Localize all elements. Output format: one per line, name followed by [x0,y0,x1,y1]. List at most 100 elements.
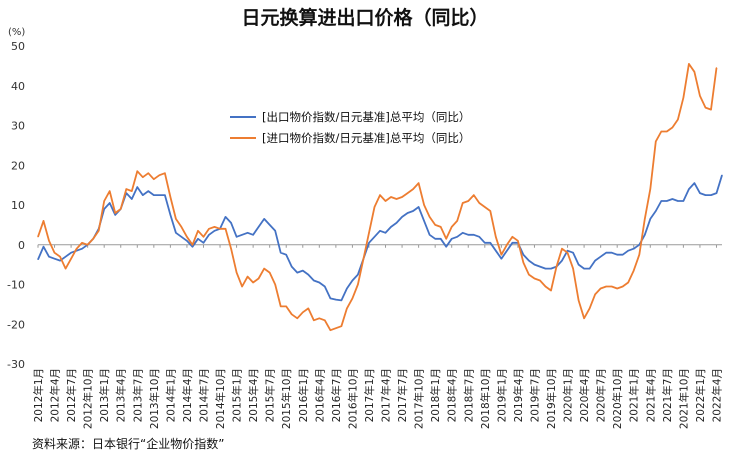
data-point [81,242,83,244]
x-tick-label: 2022年4月 [710,368,723,422]
data-point [395,198,398,200]
data-point [274,230,276,232]
data-point [42,220,45,222]
data-point [362,258,365,260]
data-point [495,236,497,238]
x-tick-label: 2021年4月 [644,368,657,422]
x-tick-label: 2015年4月 [247,368,260,422]
data-point [313,319,315,321]
y-tick-label: 50 [11,40,25,53]
data-point [412,188,414,190]
data-point [213,226,216,228]
data-point [489,210,491,212]
data-point [158,194,160,196]
data-point [633,248,635,250]
data-point [379,230,381,232]
data-point [688,188,690,190]
data-point [53,252,56,254]
data-point [258,226,260,228]
x-tick-label: 2017年1月 [363,368,376,422]
data-point [390,196,392,198]
y-tick-label: 40 [11,80,25,93]
data-point [429,216,431,218]
data-point [671,198,673,200]
data-point [473,234,475,236]
data-point [186,236,188,238]
data-point [489,242,491,244]
data-point [64,268,67,270]
data-point [418,182,420,184]
data-point [434,238,436,240]
data-point [406,212,409,214]
x-tick-label: 2017年4月 [380,368,393,422]
data-point [434,224,436,226]
data-point [296,317,298,319]
data-point [704,107,707,109]
x-tick-label: 2014年7月 [197,368,210,422]
data-point [241,285,243,288]
data-point [131,190,133,192]
data-point [566,250,569,252]
y-tick-label: 10 [11,199,25,212]
data-point [103,208,105,210]
data-point [544,268,547,270]
data-point [252,234,254,236]
data-point [710,194,712,196]
data-point [313,279,315,282]
data-point [87,244,89,246]
data-point [638,254,640,256]
data-point [64,256,67,258]
x-tick-label: 2017年10月 [413,368,426,429]
data-point [666,130,668,133]
x-tick-label: 2020年10月 [611,368,624,429]
data-point [197,230,199,232]
data-point [533,264,536,266]
data-point [263,268,265,270]
data-point [373,206,376,208]
data-point [318,317,320,319]
data-point [462,202,464,204]
data-point [307,307,309,309]
data-point [109,202,111,204]
data-point [48,256,50,258]
data-point [302,269,304,272]
data-point [368,242,370,244]
data-point [285,254,287,256]
series-line-export [37,174,723,302]
data-point [136,170,138,172]
x-tick-label: 2019年10月 [545,368,558,429]
data-point [495,250,497,252]
data-point [280,252,282,254]
data-point [329,329,331,331]
x-tick-label: 2017年7月 [396,368,409,422]
data-point [561,260,563,262]
data-point [699,192,701,194]
data-point [37,258,39,261]
data-point [401,216,403,218]
data-point [81,248,83,250]
chart-title: 日元换算进出口价格（同比） [241,6,488,29]
x-tick-label: 2019年4月 [512,368,525,422]
source-note: 资料来源：日本银行“企业物价指数” [32,436,224,451]
series-line-import [37,63,718,332]
data-point [500,258,502,260]
data-point [721,174,723,176]
data-point [208,234,210,236]
data-point [710,109,712,111]
data-point [158,174,160,176]
data-point [649,188,651,190]
data-point [715,192,718,194]
x-tick-label: 2020年4月 [578,368,591,422]
data-point [666,200,668,202]
data-point [329,297,331,300]
data-point [180,236,183,238]
data-point [213,230,216,232]
data-point [577,264,580,266]
data-point [59,260,61,262]
data-point [142,194,144,196]
data-point [473,194,475,196]
data-point [76,248,78,250]
data-point [307,273,309,276]
data-point [340,325,342,327]
data-point [693,182,696,184]
